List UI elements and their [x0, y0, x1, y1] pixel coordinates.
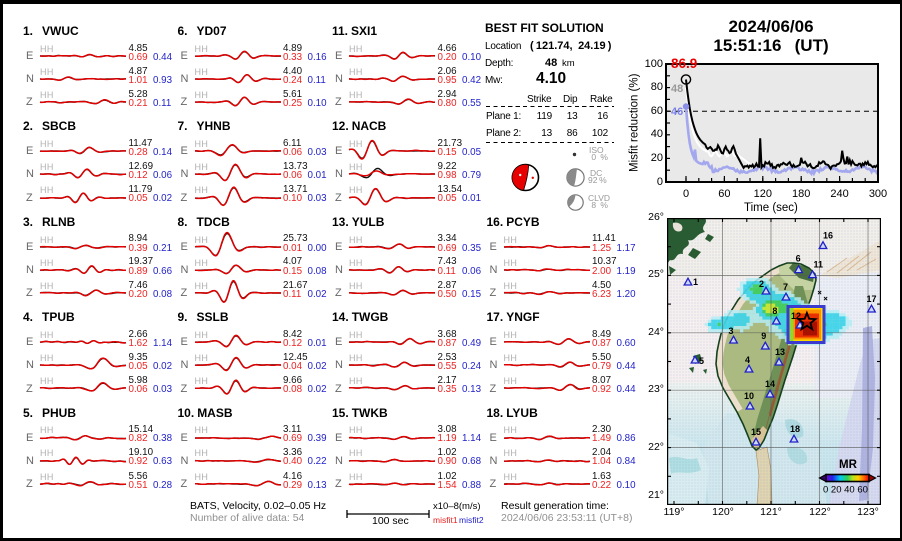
svg-text:5: 5 — [699, 356, 704, 366]
svg-text:1: 1 — [693, 277, 698, 287]
svg-text:4: 4 — [745, 355, 750, 365]
svg-text:7: 7 — [783, 282, 788, 292]
svg-text:17: 17 — [867, 294, 877, 304]
svg-text:11: 11 — [814, 260, 824, 270]
svg-text:2: 2 — [759, 279, 764, 289]
svg-text:MR: MR — [839, 459, 858, 471]
svg-text:8: 8 — [772, 306, 777, 316]
svg-text:6: 6 — [796, 254, 801, 264]
svg-text:9: 9 — [761, 331, 766, 341]
svg-text:18: 18 — [790, 424, 800, 434]
svg-text:10: 10 — [744, 391, 754, 401]
svg-text:3: 3 — [729, 326, 734, 336]
svg-text:15: 15 — [751, 427, 761, 437]
svg-text:0 20 40 60: 0 20 40 60 — [823, 485, 868, 496]
svg-text:12: 12 — [791, 311, 801, 321]
svg-text:16: 16 — [823, 231, 833, 241]
svg-text:14: 14 — [765, 379, 775, 389]
svg-text:13: 13 — [775, 347, 785, 357]
